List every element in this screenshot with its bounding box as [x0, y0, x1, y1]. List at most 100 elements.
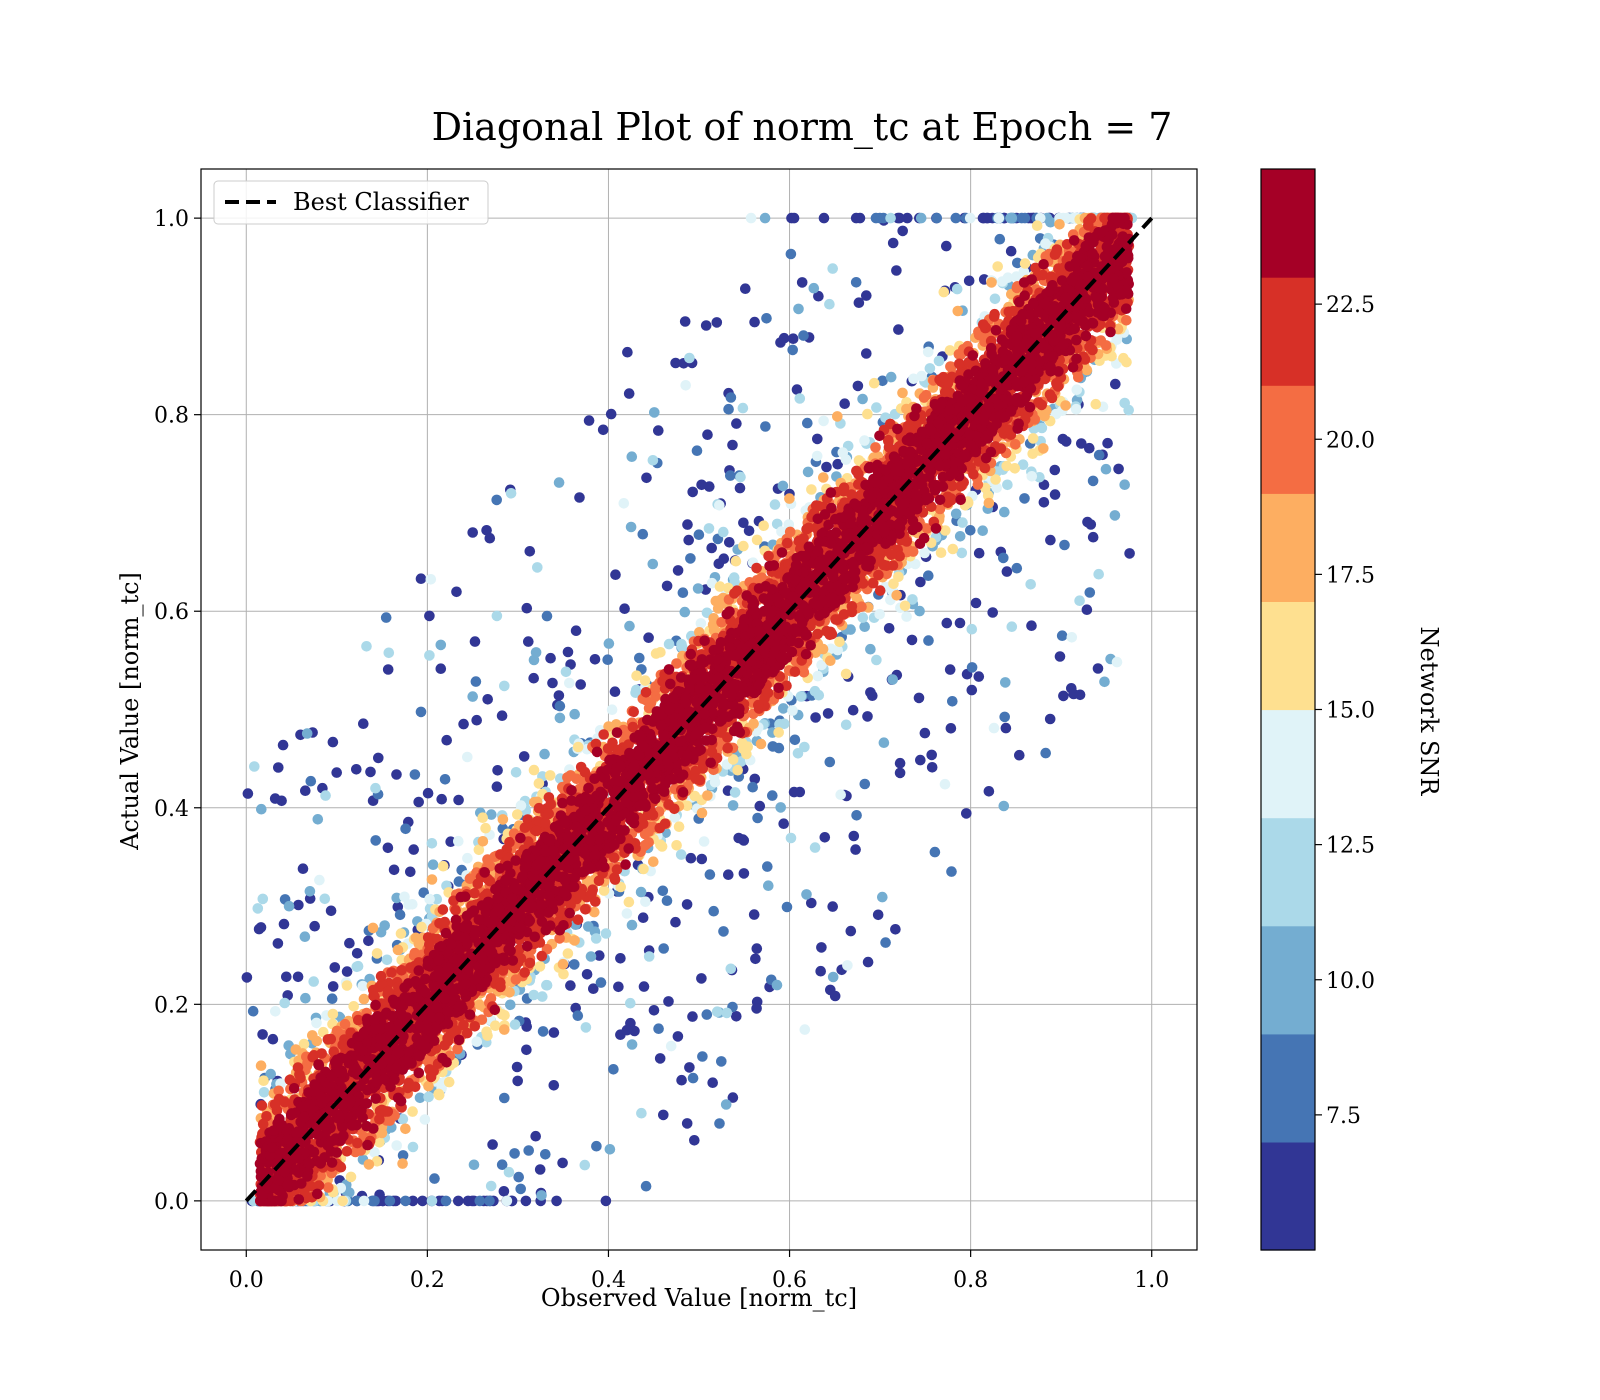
- scatter-point: [989, 293, 1001, 305]
- scatter-point: [680, 380, 691, 391]
- scatter-point: [865, 687, 876, 698]
- scatter-point: [545, 652, 556, 664]
- scatter-point: [784, 526, 796, 538]
- scatter-point: [862, 711, 873, 722]
- scatter-point: [397, 1113, 409, 1125]
- scatter-point: [810, 712, 821, 723]
- scatter-point: [396, 965, 407, 976]
- scatter-point: [613, 981, 624, 993]
- scatter-point: [1009, 463, 1021, 474]
- scatter-point: [625, 997, 636, 1009]
- scatter-point: [417, 1195, 428, 1207]
- scatter-point: [415, 706, 427, 718]
- scatter-point: [824, 756, 836, 768]
- scatter-point: [1050, 408, 1062, 420]
- scatter-point: [998, 800, 1010, 812]
- scatter-point: [798, 330, 809, 341]
- scatter-point: [1054, 651, 1066, 662]
- scatter-point: [521, 1021, 532, 1032]
- scatter-point: [915, 576, 926, 588]
- scatter-point: [530, 647, 542, 658]
- scatter-point: [388, 864, 400, 876]
- scatter-point: [622, 346, 633, 358]
- scatter-point: [588, 983, 599, 994]
- scatter-point: [701, 1009, 713, 1020]
- scatter-point: [524, 546, 536, 557]
- scatter-point: [711, 1006, 723, 1017]
- scatter-point: [1011, 271, 1022, 282]
- scatter-point: [361, 641, 372, 652]
- scatter-point: [496, 1159, 508, 1170]
- scatter-point: [424, 650, 435, 661]
- scatter-point: [1049, 464, 1061, 476]
- scatter-point: [691, 445, 703, 457]
- scatter-point: [793, 303, 804, 315]
- scatter-point: [437, 904, 449, 915]
- scatter-point: [727, 1092, 739, 1103]
- scatter-point: [1000, 722, 1012, 734]
- scatter-point: [714, 1118, 725, 1129]
- scatter-point: [437, 860, 449, 872]
- scatter-point: [870, 442, 881, 453]
- scatter-point: [983, 786, 995, 797]
- scatter-point: [395, 928, 407, 939]
- scatter-point: [992, 261, 1003, 272]
- scatter-point: [528, 989, 540, 1001]
- scatter-point: [891, 265, 902, 276]
- scatter-point: [681, 899, 693, 910]
- scatter-point: [812, 433, 823, 445]
- scatter-point: [754, 800, 766, 812]
- scatter-point: [615, 881, 626, 893]
- scatter-point: [609, 686, 621, 697]
- scatter-point: [771, 518, 783, 530]
- scatter-point: [658, 943, 669, 954]
- scatter-point: [1090, 398, 1102, 410]
- scatter-point: [806, 484, 817, 495]
- scatter-point: [539, 748, 550, 760]
- scatter-point: [767, 741, 779, 752]
- scatter-point: [528, 764, 540, 776]
- scatter-point: [569, 959, 580, 970]
- scatter-point: [1001, 566, 1013, 577]
- scatter-point: [762, 861, 773, 872]
- scatter-point: [818, 415, 829, 427]
- scatter-point: [643, 951, 655, 962]
- scatter-point: [908, 373, 919, 385]
- scatter-point: [671, 840, 682, 851]
- scatter-point: [966, 623, 978, 635]
- scatter-point: [714, 500, 725, 511]
- scatter-point: [423, 1080, 434, 1092]
- scatter-point: [998, 552, 1009, 564]
- scatter-point: [718, 526, 729, 538]
- scatter-point: [670, 357, 681, 369]
- scatter-point: [515, 800, 527, 811]
- scatter-point: [923, 635, 934, 646]
- scatter-point: [1026, 471, 1038, 482]
- scatter-point: [655, 647, 666, 658]
- scatter-point: [939, 778, 951, 790]
- scatter-point: [327, 1008, 339, 1020]
- scatter-point: [886, 549, 897, 560]
- scatter-point: [257, 893, 269, 905]
- scatter-point: [363, 935, 374, 947]
- scatter-point: [515, 1183, 526, 1195]
- scatter-point: [915, 754, 926, 766]
- scatter-point: [341, 980, 353, 991]
- scatter-point: [890, 924, 901, 935]
- scatter-point: [626, 919, 638, 931]
- scatter-point: [721, 1007, 733, 1019]
- scatter-point: [938, 371, 949, 383]
- scatter-point: [825, 655, 836, 666]
- scatter-point: [504, 987, 515, 998]
- scatter-point: [738, 540, 749, 552]
- scatter-point: [391, 769, 402, 780]
- scatter-point: [775, 802, 786, 813]
- scatter-point: [963, 275, 975, 287]
- scatter-point: [894, 757, 906, 769]
- scatter-point: [827, 971, 839, 983]
- scatter-point: [906, 634, 918, 646]
- scatter-point: [598, 885, 610, 896]
- scatter-point: [462, 751, 473, 763]
- scatter-points: [241, 212, 1138, 1207]
- scatter-point: [1031, 220, 1043, 231]
